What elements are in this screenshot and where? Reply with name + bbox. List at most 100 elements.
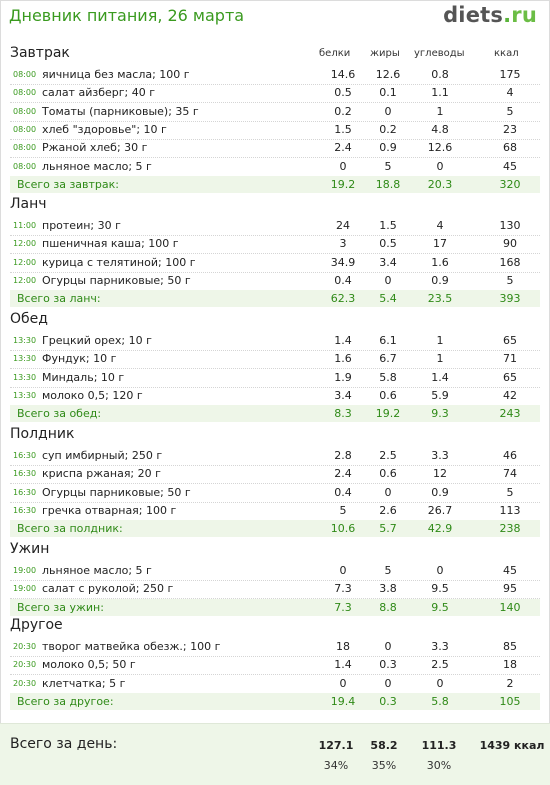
food-name[interactable]: курица с телятиной; 100 г — [42, 256, 196, 269]
food-row[interactable]: 08:00 хлеб "здоровье"; 10 г 1.5 0.2 4.8 23 — [10, 121, 540, 140]
food-time: 11:00 — [13, 221, 37, 230]
food-name[interactable]: молоко 0,5; 50 г — [42, 658, 136, 671]
food-name[interactable]: суп имбирный; 250 г — [42, 449, 163, 462]
meal-title: Обед — [10, 311, 48, 327]
food-name[interactable]: Томаты (парниковые); 35 г — [42, 105, 199, 118]
food-kcal: 90 — [503, 237, 517, 250]
food-time: 08:00 — [13, 162, 37, 171]
food-name[interactable]: молоко 0,5; 120 г — [42, 389, 143, 402]
food-carbs: 9.5 — [431, 582, 449, 595]
food-time: 13:30 — [13, 354, 37, 363]
food-row[interactable]: 16:30 Огурцы парниковые; 50 г 0.4 0 0.9 5 — [10, 484, 540, 503]
food-row[interactable]: 20:30 клетчатка; 5 г 0 0 0 2 — [10, 675, 540, 694]
meal-total-kcal: 320 — [499, 178, 521, 191]
meal-total-carbs: 23.5 — [427, 292, 453, 305]
food-fat: 2.5 — [379, 449, 397, 462]
meal-total-kcal: 105 — [499, 695, 521, 708]
food-kcal: 2 — [506, 677, 514, 690]
food-protein: 1.9 — [334, 371, 352, 384]
food-carbs: 26.7 — [427, 504, 453, 517]
food-name[interactable]: яичница без масла; 100 г — [42, 68, 190, 81]
food-name[interactable]: льняное масло; 5 г — [42, 564, 152, 577]
food-fat: 0 — [384, 486, 392, 499]
column-header-carbs: углеводы — [414, 48, 465, 59]
meal-total-row: Всего за обед: 8.3 19.2 9.3 243 — [10, 405, 540, 422]
food-carbs: 3.3 — [431, 449, 449, 462]
food-name[interactable]: клетчатка; 5 г — [42, 677, 126, 690]
food-protein: 1.5 — [334, 123, 352, 136]
food-carbs: 1.6 — [431, 256, 449, 269]
logo-dot: . — [503, 3, 512, 27]
food-name[interactable]: хлеб "здоровье"; 10 г — [42, 123, 167, 136]
food-name[interactable]: Миндаль; 10 г — [42, 371, 125, 384]
food-name[interactable]: протеин; 30 г — [42, 219, 121, 232]
food-kcal: 23 — [503, 123, 517, 136]
meal-total-fat: 0.3 — [379, 695, 397, 708]
meal-total-carbs: 20.3 — [427, 178, 453, 191]
food-protein: 0 — [339, 677, 347, 690]
food-name[interactable]: Фундук; 10 г — [42, 352, 117, 365]
food-time: 12:00 — [13, 258, 37, 267]
food-protein: 3 — [339, 237, 347, 250]
food-row[interactable]: 16:30 криспа ржаная; 20 г 2.4 0.6 12 74 — [10, 465, 540, 484]
food-row[interactable]: 11:00 протеин; 30 г 24 1.5 4 130 — [10, 217, 540, 236]
food-name[interactable]: Огурцы парниковые; 50 г — [42, 274, 191, 287]
food-fat: 0.3 — [379, 658, 397, 671]
meal-title: Полдник — [10, 426, 75, 442]
food-time: 20:30 — [13, 679, 37, 688]
meal-total-label: Всего за полдник: — [17, 522, 123, 535]
food-row[interactable]: 08:00 Томаты (парниковые); 35 г 0.2 0 1 5 — [10, 103, 540, 122]
food-name[interactable]: криспа ржаная; 20 г — [42, 467, 161, 480]
food-kcal: 45 — [503, 160, 517, 173]
food-row[interactable]: 08:00 салат айзберг; 40 г 0.5 0.1 1.1 4 — [10, 84, 540, 103]
food-row[interactable]: 19:00 салат с руколой; 250 г 7.3 3.8 9.5 95 — [10, 580, 540, 599]
food-row[interactable]: 13:30 Грецкий орех; 10 г 1.4 6.1 1 65 — [10, 332, 540, 351]
food-fat: 5 — [384, 160, 392, 173]
food-protein: 1.4 — [334, 334, 352, 347]
food-carbs: 1 — [436, 334, 444, 347]
food-row[interactable]: 12:00 Огурцы парниковые; 50 г 0.4 0 0.9 5 — [10, 272, 540, 291]
meal-title: Завтрак — [10, 45, 70, 61]
food-name[interactable]: пшеничная каша; 100 г — [42, 237, 179, 250]
food-time: 16:30 — [13, 488, 37, 497]
food-fat: 0 — [384, 105, 392, 118]
food-name[interactable]: Грецкий орех; 10 г — [42, 334, 152, 347]
food-row[interactable]: 08:00 Ржаной хлеб; 30 г 2.4 0.9 12.6 68 — [10, 139, 540, 158]
food-name[interactable]: Огурцы парниковые; 50 г — [42, 486, 191, 499]
food-row[interactable]: 19:00 льняное масло; 5 г 0 5 0 45 — [10, 562, 540, 581]
food-row[interactable]: 16:30 суп имбирный; 250 г 2.8 2.5 3.3 46 — [10, 447, 540, 466]
food-kcal: 71 — [503, 352, 517, 365]
food-kcal: 65 — [503, 334, 517, 347]
food-row[interactable]: 20:30 молоко 0,5; 50 г 1.4 0.3 2.5 18 — [10, 656, 540, 675]
food-row[interactable]: 08:00 яичница без масла; 100 г 14.6 12.6 0.8… — [10, 66, 540, 85]
page-title: Дневник питания, 26 марта — [9, 6, 245, 25]
food-row[interactable]: 13:30 молоко 0,5; 120 г 3.4 0.6 5.9 42 — [10, 387, 540, 406]
food-carbs: 0.9 — [431, 486, 449, 499]
food-row[interactable]: 13:30 Фундук; 10 г 1.6 6.7 1 71 — [10, 350, 540, 369]
food-carbs: 0.9 — [431, 274, 449, 287]
meal-title: Другое — [10, 617, 63, 633]
food-row[interactable]: 20:30 творог матвейка обезж.; 100 г 18 0 3.3… — [10, 638, 540, 657]
food-name[interactable]: льняное масло; 5 г — [42, 160, 152, 173]
food-protein: 0 — [339, 564, 347, 577]
food-row[interactable]: 16:30 гречка отварная; 100 г 5 2.6 26.7 113 — [10, 502, 540, 521]
food-name[interactable]: гречка отварная; 100 г — [42, 504, 177, 517]
food-kcal: 4 — [506, 86, 514, 99]
food-row[interactable]: 12:00 курица с телятиной; 100 г 34.9 3.4 1.6… — [10, 254, 540, 273]
food-row[interactable]: 13:30 Миндаль; 10 г 1.9 5.8 1.4 65 — [10, 369, 540, 388]
food-protein: 5 — [339, 504, 347, 517]
site-logo[interactable]: diets.ru — [443, 3, 537, 27]
food-kcal: 5 — [506, 105, 514, 118]
food-name[interactable]: салат с руколой; 250 г — [42, 582, 174, 595]
food-name[interactable]: Ржаной хлеб; 30 г — [42, 141, 148, 154]
food-kcal: 65 — [503, 371, 517, 384]
logo-main: diets — [443, 3, 504, 27]
food-name[interactable]: салат айзберг; 40 г — [42, 86, 155, 99]
food-carbs: 5.9 — [431, 389, 449, 402]
food-time: 08:00 — [13, 88, 37, 97]
meal-total-kcal: 140 — [499, 601, 521, 614]
food-row[interactable]: 12:00 пшеничная каша; 100 г 3 0.5 17 90 — [10, 235, 540, 254]
food-fat: 0.6 — [379, 467, 397, 480]
food-name[interactable]: творог матвейка обезж.; 100 г — [42, 640, 221, 653]
food-row[interactable]: 08:00 льняное масло; 5 г 0 5 0 45 — [10, 158, 540, 177]
